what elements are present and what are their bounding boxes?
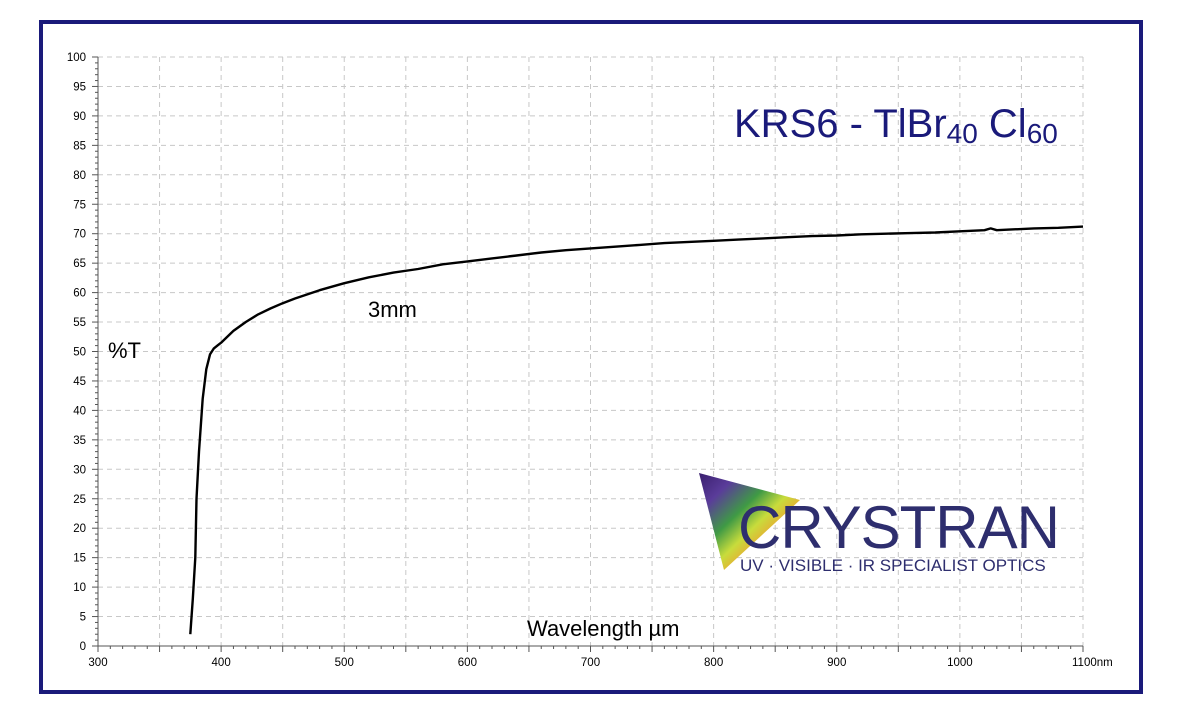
y-tick-label: 55: [73, 317, 86, 329]
logo-tagline: UV · VISIBLE · IR SPECIALIST OPTICS: [740, 556, 1046, 575]
x-tick-label: 400: [212, 657, 231, 669]
grid: [98, 56, 1084, 646]
x-tick-labels: 300 400 500 600 700 800 900 1000 1100nm: [88, 657, 1112, 669]
y-tick-label: 5: [80, 612, 86, 624]
y-tick-label: 35: [73, 435, 86, 447]
y-tick-label: 25: [73, 494, 86, 506]
series-layer: [189, 225, 1084, 635]
y-tick-label: 80: [73, 170, 86, 182]
x-axis-label: Wavelength µm: [527, 616, 679, 641]
y-tick-label: 60: [73, 288, 86, 300]
y-tick-label: 65: [73, 258, 86, 270]
series-line-3mm: [189, 225, 1084, 635]
y-tick-label: 10: [73, 582, 86, 594]
y-tick-label: 95: [73, 81, 86, 93]
y-tick-label: 90: [73, 111, 86, 123]
y-tick-label: 85: [73, 140, 86, 152]
y-tick-label: 40: [73, 405, 86, 417]
logo-wordmark: CRYSTRAN: [738, 494, 1059, 561]
x-tick-label: 800: [704, 657, 723, 669]
y-tick-label: 30: [73, 464, 86, 476]
x-tick-label: 300: [88, 657, 107, 669]
x-tick-label: 500: [335, 657, 354, 669]
y-tick-label: 15: [73, 553, 86, 565]
y-tick-labels: 0 5 10 15 20 25 30 35 40 45 50 55 60 65 70 75 80 85 90 95 10…: [67, 52, 86, 653]
x-tick-label: 1100nm: [1072, 657, 1113, 669]
y-tick-label: 75: [73, 199, 86, 211]
y-tick-label: 50: [73, 347, 86, 359]
y-tick-label: 20: [73, 523, 86, 535]
title-sub2: 60: [1027, 118, 1058, 149]
y-axis-label: %T: [108, 338, 141, 363]
chart-title: KRS6 - TlBr40 Cl60: [734, 102, 1058, 149]
title-sub1: 40: [947, 118, 978, 149]
y-tick-label: 45: [73, 376, 86, 388]
x-tick-label: 700: [581, 657, 600, 669]
x-tick-label: 900: [827, 657, 846, 669]
prism-logo-icon: [699, 473, 800, 570]
x-tick-label: 1000: [947, 657, 973, 669]
title-mid: Cl: [978, 102, 1027, 146]
axes: [92, 56, 1084, 652]
chart-frame: [39, 20, 1143, 694]
crystran-logo: CRYSTRAN UV · VISIBLE · IR SPECIALIST OP…: [699, 473, 1060, 575]
title-main: KRS6 - TlBr: [734, 102, 947, 146]
series-annotation: 3mm: [368, 297, 417, 322]
x-tick-label: 600: [458, 657, 477, 669]
y-tick-label: 0: [80, 641, 86, 653]
y-tick-label: 70: [73, 229, 86, 241]
y-tick-label: 100: [67, 52, 86, 64]
